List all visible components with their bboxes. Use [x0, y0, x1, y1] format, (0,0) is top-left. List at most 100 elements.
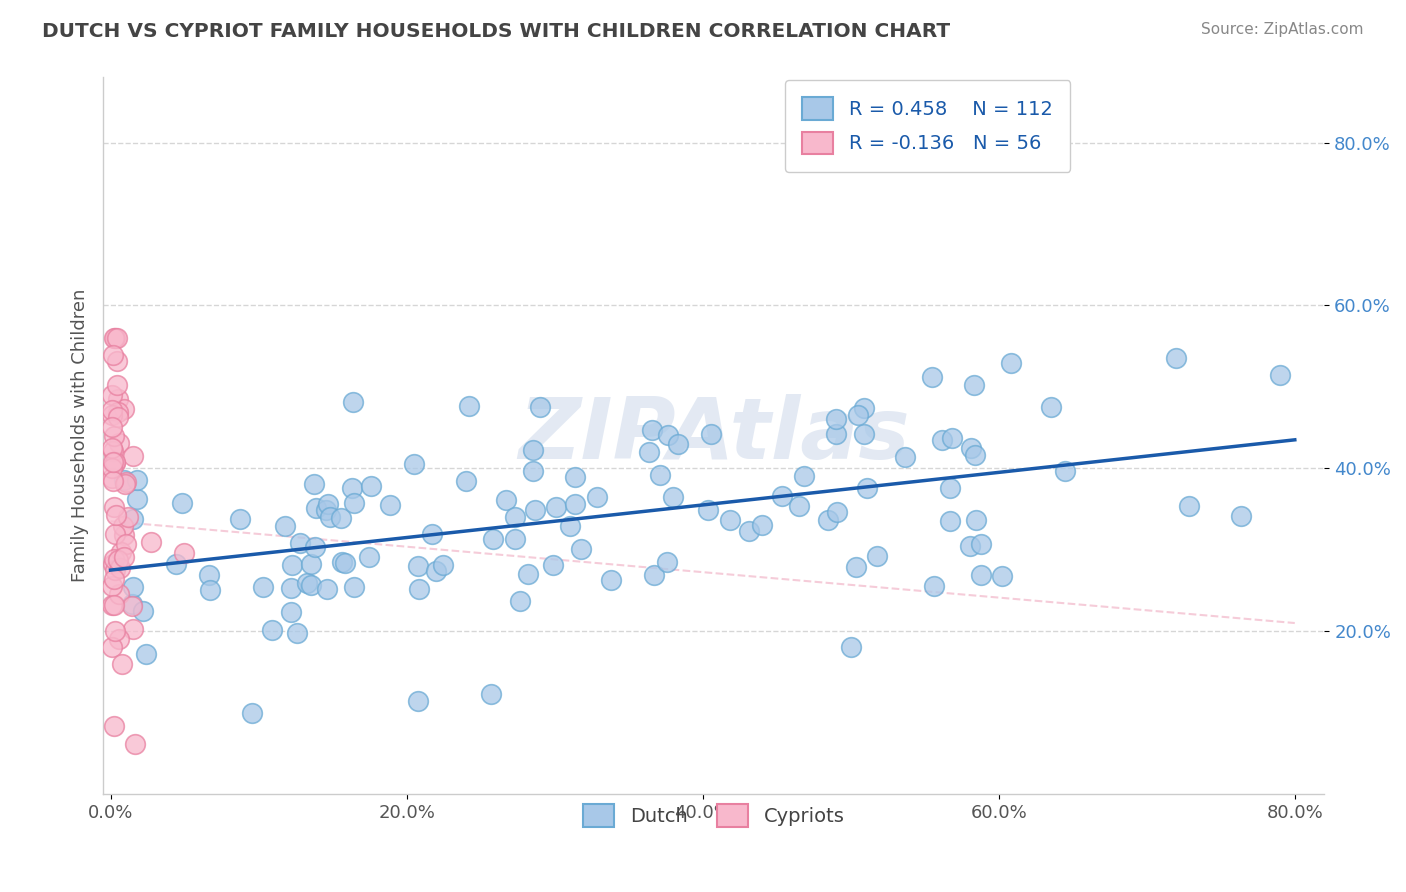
Point	[641, 423, 664, 437]
Point	[529, 401, 551, 415]
Point	[425, 564, 447, 578]
Point	[107, 409, 129, 424]
Point	[516, 567, 538, 582]
Point	[505, 532, 527, 546]
Point	[662, 490, 685, 504]
Point	[939, 481, 962, 495]
Point	[846, 409, 869, 423]
Point	[1166, 351, 1188, 366]
Point	[103, 331, 125, 345]
Point	[343, 496, 366, 510]
Point	[299, 557, 322, 571]
Point	[479, 687, 502, 701]
Point	[305, 501, 328, 516]
Point	[101, 557, 124, 571]
Point	[1039, 401, 1062, 415]
Point	[939, 514, 962, 528]
Point	[316, 582, 339, 596]
Point	[101, 441, 124, 455]
Point	[657, 427, 679, 442]
Point	[666, 437, 689, 451]
Point	[585, 490, 607, 504]
Point	[135, 647, 157, 661]
Point	[922, 579, 945, 593]
Point	[229, 512, 252, 526]
Point	[845, 560, 868, 574]
Point	[104, 456, 127, 470]
Point	[115, 536, 138, 550]
Point	[558, 519, 581, 533]
Point	[101, 455, 124, 469]
Point	[316, 497, 339, 511]
Point	[340, 481, 363, 495]
Point	[108, 436, 131, 450]
Point	[101, 579, 124, 593]
Point	[101, 598, 124, 612]
Point	[718, 513, 741, 527]
Point	[114, 475, 136, 489]
Y-axis label: Family Households with Children: Family Households with Children	[72, 289, 89, 582]
Point	[101, 408, 124, 422]
Point	[103, 598, 125, 612]
Point	[121, 512, 143, 526]
Point	[122, 580, 145, 594]
Point	[839, 640, 862, 655]
Point	[108, 587, 131, 601]
Point	[101, 402, 124, 417]
Point	[299, 578, 322, 592]
Point	[643, 567, 665, 582]
Point	[197, 568, 219, 582]
Point	[970, 567, 993, 582]
Point	[787, 499, 810, 513]
Point	[319, 510, 342, 524]
Point	[569, 541, 592, 556]
Point	[697, 503, 720, 517]
Point	[121, 449, 143, 463]
Point	[110, 545, 132, 559]
Point	[280, 582, 302, 596]
Point	[700, 427, 723, 442]
Point	[122, 623, 145, 637]
Point	[124, 737, 146, 751]
Point	[865, 549, 887, 563]
Point	[117, 510, 139, 524]
Legend: Dutch, Cypriots: Dutch, Cypriots	[575, 797, 852, 835]
Point	[522, 442, 544, 457]
Point	[105, 508, 128, 522]
Point	[456, 475, 478, 489]
Point	[420, 526, 443, 541]
Point	[343, 580, 366, 594]
Point	[108, 632, 131, 646]
Point	[921, 369, 943, 384]
Point	[315, 502, 337, 516]
Point	[280, 605, 302, 619]
Text: Source: ZipAtlas.com: Source: ZipAtlas.com	[1201, 22, 1364, 37]
Point	[111, 519, 134, 533]
Point	[965, 513, 987, 527]
Point	[101, 348, 124, 362]
Point	[105, 378, 128, 392]
Point	[104, 331, 127, 345]
Point	[359, 549, 381, 564]
Point	[170, 496, 193, 510]
Point	[112, 549, 135, 564]
Point	[132, 604, 155, 618]
Point	[200, 582, 222, 597]
Point	[378, 498, 401, 512]
Point	[432, 558, 454, 573]
Point	[112, 402, 135, 417]
Text: DUTCH VS CYPRIOT FAMILY HOUSEHOLDS WITH CHILDREN CORRELATION CHART: DUTCH VS CYPRIOT FAMILY HOUSEHOLDS WITH …	[42, 22, 950, 41]
Point	[524, 502, 547, 516]
Point	[101, 388, 124, 402]
Point	[173, 546, 195, 560]
Point	[274, 518, 297, 533]
Point	[503, 510, 526, 524]
Point	[546, 500, 568, 515]
Point	[101, 471, 124, 485]
Point	[963, 378, 986, 392]
Point	[360, 479, 382, 493]
Point	[111, 657, 134, 672]
Text: ZIPAtlas: ZIPAtlas	[517, 394, 910, 477]
Point	[108, 561, 131, 575]
Point	[240, 706, 263, 720]
